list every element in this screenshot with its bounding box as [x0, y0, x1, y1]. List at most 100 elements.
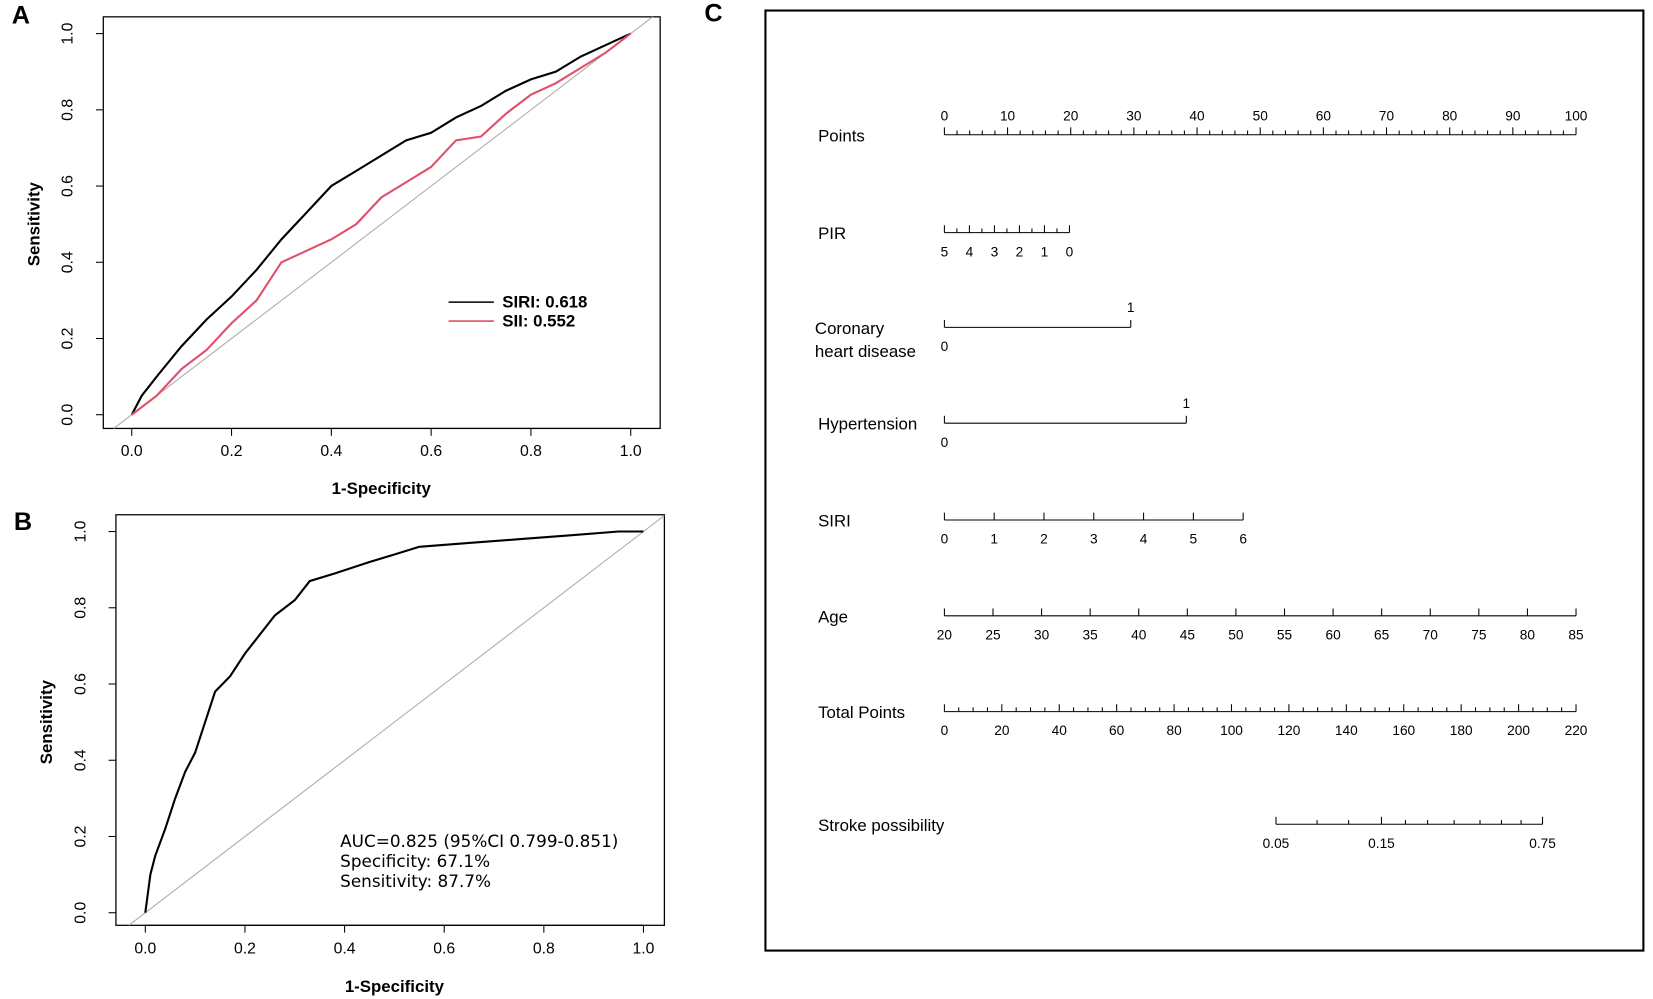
tick-label: 80 [1520, 627, 1536, 642]
roc-curve [144, 530, 644, 913]
tick-label: 4 [966, 244, 974, 259]
y-tick-label: 0.6 [72, 673, 89, 695]
x-tick-label: 0.8 [520, 443, 542, 460]
x-tick-label: 1.0 [632, 941, 654, 958]
tick-label: 220 [1565, 723, 1588, 738]
y-tick-label: 0.4 [60, 251, 77, 273]
tick-label: 120 [1278, 723, 1301, 738]
tick-label: 75 [1471, 627, 1487, 642]
tick-label: 40 [1189, 108, 1205, 123]
annotation: AUC=0.825 (95%CI 0.799-0.851) [340, 831, 618, 851]
tick-label: 30 [1126, 108, 1142, 123]
row-label: Total Points [818, 703, 905, 722]
annotation: Sensitivity: 87.7% [340, 871, 491, 891]
row-label: Age [818, 607, 848, 626]
x-tick-label: 0.0 [134, 941, 156, 958]
tick-label: 70 [1379, 108, 1395, 123]
tick-label: 100 [1565, 108, 1588, 123]
tick-label: 50 [1253, 108, 1269, 123]
tick-label: 0 [941, 532, 949, 547]
tick-label: 4 [1140, 532, 1148, 547]
tick-label: 50 [1228, 627, 1244, 642]
tick-label: 0.05 [1263, 836, 1290, 851]
tick-label: 0 [941, 723, 949, 738]
tick-label: 85 [1568, 627, 1584, 642]
x-tick-label: 0.4 [320, 443, 342, 460]
tick-label: 20 [994, 723, 1010, 738]
y-tick-label: 0.6 [60, 175, 77, 197]
tick-label: 1 [1041, 244, 1049, 259]
tick-label: 3 [1090, 532, 1098, 547]
tick-label: 6 [1239, 532, 1247, 547]
x-tick-label: 0.0 [121, 443, 143, 460]
row-label: Stroke possibility [818, 816, 945, 835]
x-tick-label: 0.2 [221, 443, 243, 460]
tick-label: 20 [1063, 108, 1079, 123]
row-label: Coronary [815, 319, 885, 338]
tick-label: 0.15 [1368, 836, 1395, 851]
y-axis-label: Sensitivity [24, 181, 43, 266]
y-tick-label: 0.8 [60, 99, 77, 121]
x-axis-label: 1-Specificity [345, 977, 445, 996]
nomogram-frame [764, 9, 1645, 952]
tick-label: 45 [1180, 627, 1196, 642]
tick-label: 2 [1016, 244, 1024, 259]
tick-label: 40 [1052, 723, 1068, 738]
tick-label: 55 [1277, 627, 1293, 642]
tick-label: 140 [1335, 723, 1358, 738]
tick-label: 5 [1190, 532, 1198, 547]
tick-label: 2 [1040, 532, 1048, 547]
tick-label: 0 [1066, 244, 1074, 259]
tick-label: 60 [1316, 108, 1332, 123]
tick-label: 10 [1000, 108, 1016, 123]
y-tick-label: 0.4 [72, 749, 89, 771]
reference-line [113, 16, 654, 429]
legend-label: SII: 0.552 [502, 312, 575, 331]
x-tick-label: 0.2 [234, 941, 256, 958]
row-label: SIRI [818, 512, 851, 531]
y-tick-label: 0.0 [60, 404, 77, 426]
tick-label: 35 [1083, 627, 1099, 642]
y-tick-label: 0.2 [72, 826, 89, 848]
roc-curve [131, 32, 632, 416]
tick-label: 80 [1442, 108, 1458, 123]
y-tick-label: 1.0 [60, 22, 77, 44]
tick-label: 60 [1109, 723, 1125, 738]
panel-label: C [704, 0, 722, 27]
row-label: Points [818, 126, 865, 145]
y-tick-label: 1.0 [72, 520, 89, 542]
tick-label: 65 [1374, 627, 1390, 642]
tick-label: 25 [985, 627, 1001, 642]
x-axis-label: 1-Specificity [332, 479, 432, 498]
tick-label: 40 [1131, 627, 1147, 642]
plot-frame [102, 16, 661, 430]
x-tick-label: 0.6 [420, 443, 442, 460]
tick-label: 60 [1325, 627, 1341, 642]
tick-label: 20 [937, 627, 953, 642]
panel-label: B [14, 508, 32, 536]
x-tick-label: 1.0 [620, 443, 642, 460]
tick-label: 1 [1127, 300, 1135, 315]
y-axis-label: Sensitivity [37, 679, 56, 764]
y-tick-label: 0.2 [60, 328, 77, 350]
tick-label: 180 [1450, 723, 1473, 738]
tick-label: 90 [1505, 108, 1521, 123]
tick-label: 100 [1220, 723, 1243, 738]
row-label: PIR [818, 224, 846, 243]
y-tick-label: 0.8 [72, 597, 89, 619]
tick-label: 0 [941, 339, 949, 354]
tick-label: 80 [1166, 723, 1182, 738]
row-label: heart disease [815, 342, 916, 361]
panel-label: A [12, 2, 30, 30]
tick-label: 1 [1183, 396, 1191, 411]
tick-label: 1 [990, 532, 998, 547]
tick-label: 70 [1423, 627, 1439, 642]
y-tick-label: 0.0 [72, 902, 89, 924]
x-tick-label: 0.8 [533, 941, 555, 958]
annotation: Specificity: 67.1% [340, 851, 490, 871]
roc-curve [130, 32, 632, 416]
reference-line [128, 515, 665, 926]
tick-label: 0.75 [1529, 836, 1556, 851]
